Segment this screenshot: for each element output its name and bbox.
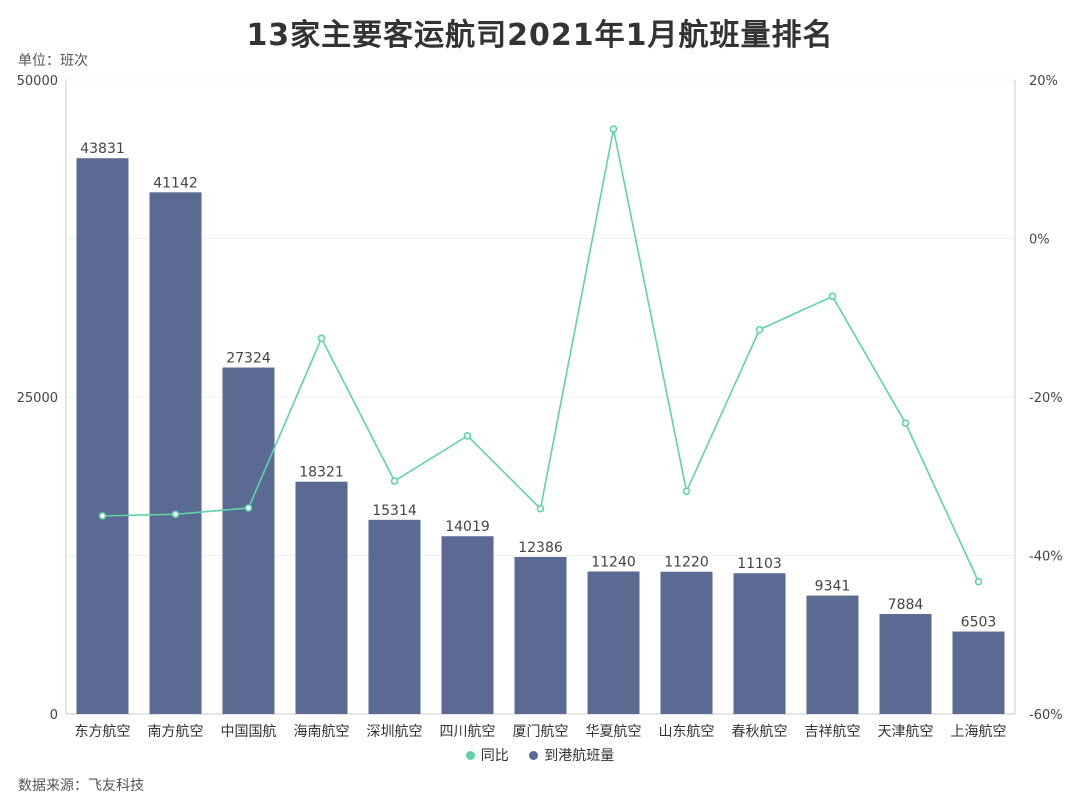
yoy-point bbox=[974, 577, 983, 586]
yoy-point bbox=[682, 487, 691, 496]
x-tick-label: 吉祥航空 bbox=[805, 724, 861, 740]
bar bbox=[952, 631, 1005, 714]
yoy-point bbox=[98, 512, 107, 520]
x-tick-label: 海南航空 bbox=[294, 724, 350, 740]
legend-label-arrivals: 到港航班量 bbox=[544, 748, 615, 764]
bar-value-label: 12386 bbox=[518, 540, 563, 556]
legend-label-yoy: 同比 bbox=[480, 748, 509, 764]
bar bbox=[806, 595, 859, 714]
yoy-point bbox=[536, 504, 545, 513]
yoy-point bbox=[828, 292, 837, 301]
bar-value-label: 27324 bbox=[226, 351, 271, 367]
x-tick-label: 深圳航空 bbox=[367, 724, 423, 740]
yoy-point bbox=[317, 334, 326, 343]
x-tick-label: 华夏航空 bbox=[586, 724, 642, 740]
yoy-point bbox=[463, 432, 472, 440]
y-right-tick-label: 20% bbox=[1029, 74, 1058, 89]
bar-value-label: 43831 bbox=[80, 141, 125, 157]
legend: 同比 到港航班量 bbox=[0, 745, 1080, 765]
bar bbox=[295, 481, 348, 714]
bar-value-label: 11220 bbox=[664, 555, 709, 571]
bar bbox=[76, 158, 129, 715]
y-left-tick-label: 25000 bbox=[17, 391, 58, 406]
legend-item-yoy[interactable]: 同比 bbox=[465, 745, 509, 765]
bar-value-label: 18321 bbox=[299, 465, 344, 481]
x-tick-label: 厦门航空 bbox=[513, 724, 569, 740]
bar-value-label: 11103 bbox=[737, 556, 782, 572]
x-tick-label: 四川航空 bbox=[440, 724, 496, 740]
bar-value-label: 6503 bbox=[961, 615, 997, 631]
bar bbox=[441, 536, 494, 714]
y-right-tick-label: -40% bbox=[1029, 550, 1063, 565]
bar-value-label: 41142 bbox=[153, 175, 198, 191]
y-right-tick-label: -60% bbox=[1029, 708, 1063, 723]
y-right-tick-label: -20% bbox=[1029, 391, 1063, 406]
yoy-point bbox=[244, 504, 253, 512]
bar-value-label: 15314 bbox=[372, 503, 417, 519]
bar bbox=[587, 571, 640, 714]
chart-title: 13家主要客运航司2021年1月航班量排名 bbox=[246, 18, 834, 53]
yoy-point bbox=[755, 325, 764, 334]
legend-marker-arrivals bbox=[529, 750, 539, 760]
yoy-point bbox=[901, 419, 910, 427]
yoy-point bbox=[171, 510, 180, 519]
bar bbox=[879, 614, 932, 714]
x-tick-label: 南方航空 bbox=[148, 724, 204, 740]
y-left-tick-label: 50000 bbox=[17, 74, 58, 89]
legend-marker-yoy bbox=[465, 750, 475, 760]
y-left-tick-label: 0 bbox=[50, 708, 58, 723]
x-tick-label: 上海航空 bbox=[951, 724, 1007, 740]
bar bbox=[149, 192, 202, 714]
bar-value-label: 7884 bbox=[888, 597, 924, 613]
y-right-tick-label: 0% bbox=[1029, 233, 1050, 248]
x-tick-label: 天津航空 bbox=[878, 724, 934, 740]
bar bbox=[660, 571, 713, 714]
bar bbox=[222, 367, 275, 714]
x-tick-label: 东方航空 bbox=[75, 724, 131, 740]
bar bbox=[514, 556, 567, 714]
bar bbox=[368, 519, 421, 714]
bar bbox=[733, 573, 786, 714]
unit-label: 单位：班次 bbox=[18, 53, 88, 69]
x-tick-label: 山东航空 bbox=[659, 724, 715, 740]
source-label: 数据来源：飞友科技 bbox=[18, 778, 144, 794]
x-tick-label: 春秋航空 bbox=[732, 724, 788, 740]
legend-item-arrivals[interactable]: 到港航班量 bbox=[529, 745, 614, 765]
bar-value-label: 14019 bbox=[445, 519, 490, 535]
bar-value-label: 11240 bbox=[591, 554, 636, 570]
bar-value-label: 9341 bbox=[815, 579, 851, 595]
yoy-point bbox=[390, 477, 399, 485]
yoy-point bbox=[609, 125, 618, 133]
x-tick-label: 中国国航 bbox=[221, 724, 277, 740]
